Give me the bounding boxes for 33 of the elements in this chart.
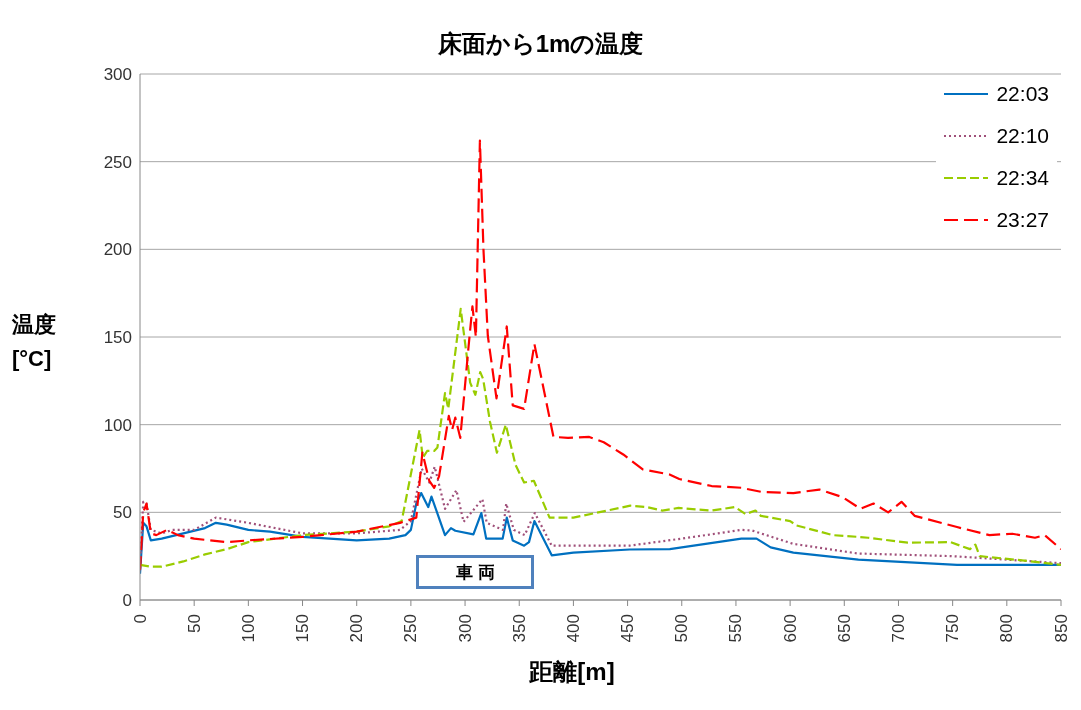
- x-tick-label: 400: [563, 614, 583, 643]
- y-axis-title: 温度 [°C]: [12, 311, 56, 373]
- x-tick-label: 650: [834, 614, 854, 643]
- y-tick-label: 50: [113, 503, 132, 523]
- y-tick-label: 0: [122, 591, 132, 611]
- x-tick-label: 500: [672, 614, 692, 643]
- x-tick-label: 750: [943, 614, 963, 643]
- x-tick-label: 300: [455, 614, 475, 643]
- x-tick-label: 850: [1051, 614, 1071, 643]
- x-tick-label: 100: [238, 614, 258, 643]
- x-tick-label: 0: [130, 614, 150, 624]
- chart-title: 床面から1mの温度: [436, 29, 645, 59]
- y-tick-label: 250: [103, 152, 132, 172]
- legend-label: 22:34: [996, 166, 1049, 190]
- y-tick-label: 150: [103, 328, 132, 348]
- x-tick-label: 450: [618, 614, 638, 643]
- x-tick-label: 550: [726, 614, 746, 643]
- y-tick-label: 200: [103, 240, 132, 260]
- x-tick-label: 700: [888, 614, 908, 643]
- x-tick-label: 800: [997, 614, 1017, 643]
- x-tick-label: 50: [184, 614, 204, 633]
- x-tick-label: 600: [780, 614, 800, 643]
- legend-label: 23:27: [996, 208, 1049, 232]
- x-tick-label: 250: [401, 614, 421, 643]
- y-tick-label: 300: [103, 65, 132, 85]
- x-tick-label: 150: [293, 614, 313, 643]
- x-tick-label: 350: [509, 614, 529, 643]
- legend-label: 22:10: [996, 124, 1049, 148]
- legend-label: 22:03: [996, 82, 1049, 106]
- x-tick-label: 200: [347, 614, 367, 643]
- label-box: 車 両: [416, 555, 535, 590]
- y-tick-label: 100: [103, 415, 132, 435]
- x-axis-title: 距離[m]: [528, 657, 616, 687]
